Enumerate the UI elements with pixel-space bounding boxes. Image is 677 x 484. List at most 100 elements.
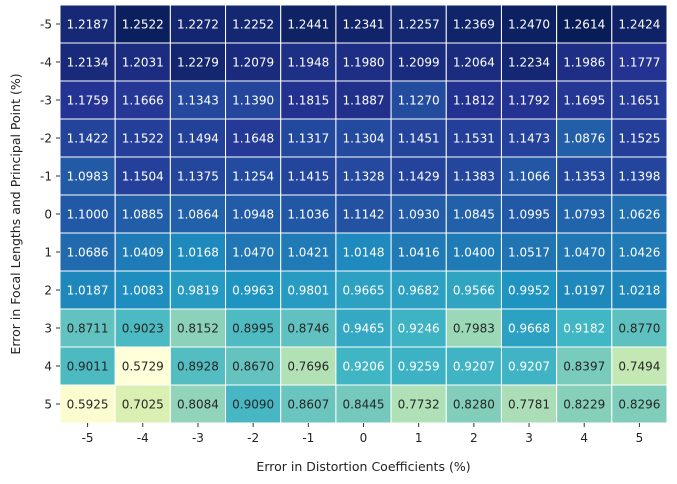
cell-value-label: 1.0426 <box>618 246 660 260</box>
cell-value-label: 0.9023 <box>122 322 164 336</box>
cell-value-label: 0.9952 <box>508 284 550 298</box>
heatmap-cell <box>169 384 227 424</box>
heatmap-cell <box>280 80 337 120</box>
heatmap-cell <box>114 270 171 310</box>
heatmap-cell <box>556 4 613 44</box>
x-tick-label: -1 <box>302 431 314 445</box>
y-tick-label: -4 <box>40 56 52 70</box>
heatmap-cell <box>335 156 392 196</box>
cell-value-label: 0.7696 <box>287 360 329 374</box>
y-tick-label: -2 <box>40 132 52 146</box>
heatmap-cell <box>280 42 337 82</box>
heatmap-cell <box>335 194 392 234</box>
cell-value-label: 0.9246 <box>398 322 440 336</box>
cell-value-label: 1.0416 <box>398 246 440 260</box>
heatmap-cell <box>335 384 392 424</box>
cell-value-label: 1.0517 <box>508 246 550 260</box>
heatmap-cell <box>335 42 392 82</box>
heatmap-cell <box>556 42 613 82</box>
cell-value-label: 1.2099 <box>398 56 440 70</box>
heatmap-cell <box>169 42 227 82</box>
cell-value-label: 0.8928 <box>177 360 219 374</box>
heatmap-cell <box>445 346 502 386</box>
heatmap-cell <box>335 346 392 386</box>
heatmap-cell <box>445 308 502 348</box>
y-axis-label: Error in Focal Lengths and Principal Poi… <box>8 73 23 354</box>
heatmap-cell <box>59 232 116 272</box>
x-axis-label: Error in Distortion Coefficients (%) <box>256 459 470 474</box>
heatmap-cell <box>335 80 392 120</box>
heatmap-cell <box>390 118 447 158</box>
heatmap-cell <box>225 346 282 386</box>
cell-value-label: 1.1695 <box>563 94 605 108</box>
cell-value-label: 1.0948 <box>232 208 274 222</box>
cell-value-label: 1.0885 <box>122 208 164 222</box>
cell-value-label: 0.8607 <box>287 398 329 412</box>
cell-value-label: 1.1525 <box>618 132 660 146</box>
cell-value-label: 1.2522 <box>122 18 164 32</box>
cell-value-label: 1.2470 <box>508 18 550 32</box>
heatmap-cell <box>500 346 558 386</box>
x-tick-label: -4 <box>137 431 149 445</box>
cell-value-label: 1.2424 <box>618 18 660 32</box>
cell-value-label: 1.1000 <box>67 208 109 222</box>
cell-value-label: 0.7983 <box>453 322 495 336</box>
cell-value-label: 0.8229 <box>563 398 605 412</box>
heatmap-cell <box>335 4 392 44</box>
heatmap-cell <box>280 270 337 310</box>
cell-value-label: 1.1980 <box>343 56 385 70</box>
cell-value-label: 1.1812 <box>453 94 495 108</box>
heatmap-cell <box>611 232 668 272</box>
cell-value-label: 1.0845 <box>453 208 495 222</box>
cell-value-label: 1.1531 <box>453 132 495 146</box>
cell-value-label: 1.2252 <box>232 18 274 32</box>
heatmap-cell <box>169 156 227 196</box>
cell-value-label: 1.0168 <box>177 246 219 260</box>
heatmap-cell <box>114 232 171 272</box>
y-tick-label: -5 <box>40 18 52 32</box>
cell-value-label: 1.1142 <box>343 208 385 222</box>
heatmap-cell <box>225 232 282 272</box>
cell-value-label: 0.8670 <box>232 360 274 374</box>
cell-value-label: 1.0876 <box>563 132 605 146</box>
cell-value-label: 0.9963 <box>232 284 274 298</box>
heatmap-cell <box>280 384 337 424</box>
heatmap-cell <box>169 308 227 348</box>
cell-value-label: 1.0409 <box>122 246 164 260</box>
cell-value-label: 1.1429 <box>398 170 440 184</box>
cell-value-label: 0.8084 <box>177 398 219 412</box>
heatmap-cell <box>390 156 447 196</box>
cell-value-label: 1.1777 <box>618 56 660 70</box>
cell-value-label: 1.1254 <box>232 170 274 184</box>
heatmap-cell <box>556 308 613 348</box>
heatmap-cell <box>59 270 116 310</box>
cell-value-label: 0.9682 <box>398 284 440 298</box>
cell-value-label: 1.2134 <box>67 56 109 70</box>
heatmap-cell <box>611 4 668 44</box>
cell-value-label: 1.1948 <box>287 56 329 70</box>
cell-value-label: 1.0930 <box>398 208 440 222</box>
cell-value-label: 1.1759 <box>67 94 109 108</box>
cell-value-label: 1.1317 <box>287 132 329 146</box>
heatmap-cell <box>390 270 447 310</box>
cell-value-label: 1.1473 <box>508 132 550 146</box>
cell-value-label: 1.2441 <box>287 18 329 32</box>
cell-value-label: 1.2079 <box>232 56 274 70</box>
cell-value-label: 0.8397 <box>563 360 605 374</box>
x-tick-label: 3 <box>525 431 533 445</box>
heatmap-cell <box>445 270 502 310</box>
heatmap-cell <box>500 384 558 424</box>
cell-value-label: 1.0864 <box>177 208 219 222</box>
cell-value-label: 0.9090 <box>232 398 274 412</box>
heatmap-cell <box>556 270 613 310</box>
heatmap-cell <box>169 232 227 272</box>
heatmap-cell <box>611 156 668 196</box>
heatmap-cell <box>500 42 558 82</box>
heatmap-cell <box>59 308 116 348</box>
cell-value-label: 1.1270 <box>398 94 440 108</box>
y-tick-label: 4 <box>44 360 52 374</box>
cell-value-label: 1.0400 <box>453 246 495 260</box>
cell-value-label: 1.0470 <box>563 246 605 260</box>
x-tick-label: 0 <box>360 431 368 445</box>
heatmap-cell <box>59 42 116 82</box>
